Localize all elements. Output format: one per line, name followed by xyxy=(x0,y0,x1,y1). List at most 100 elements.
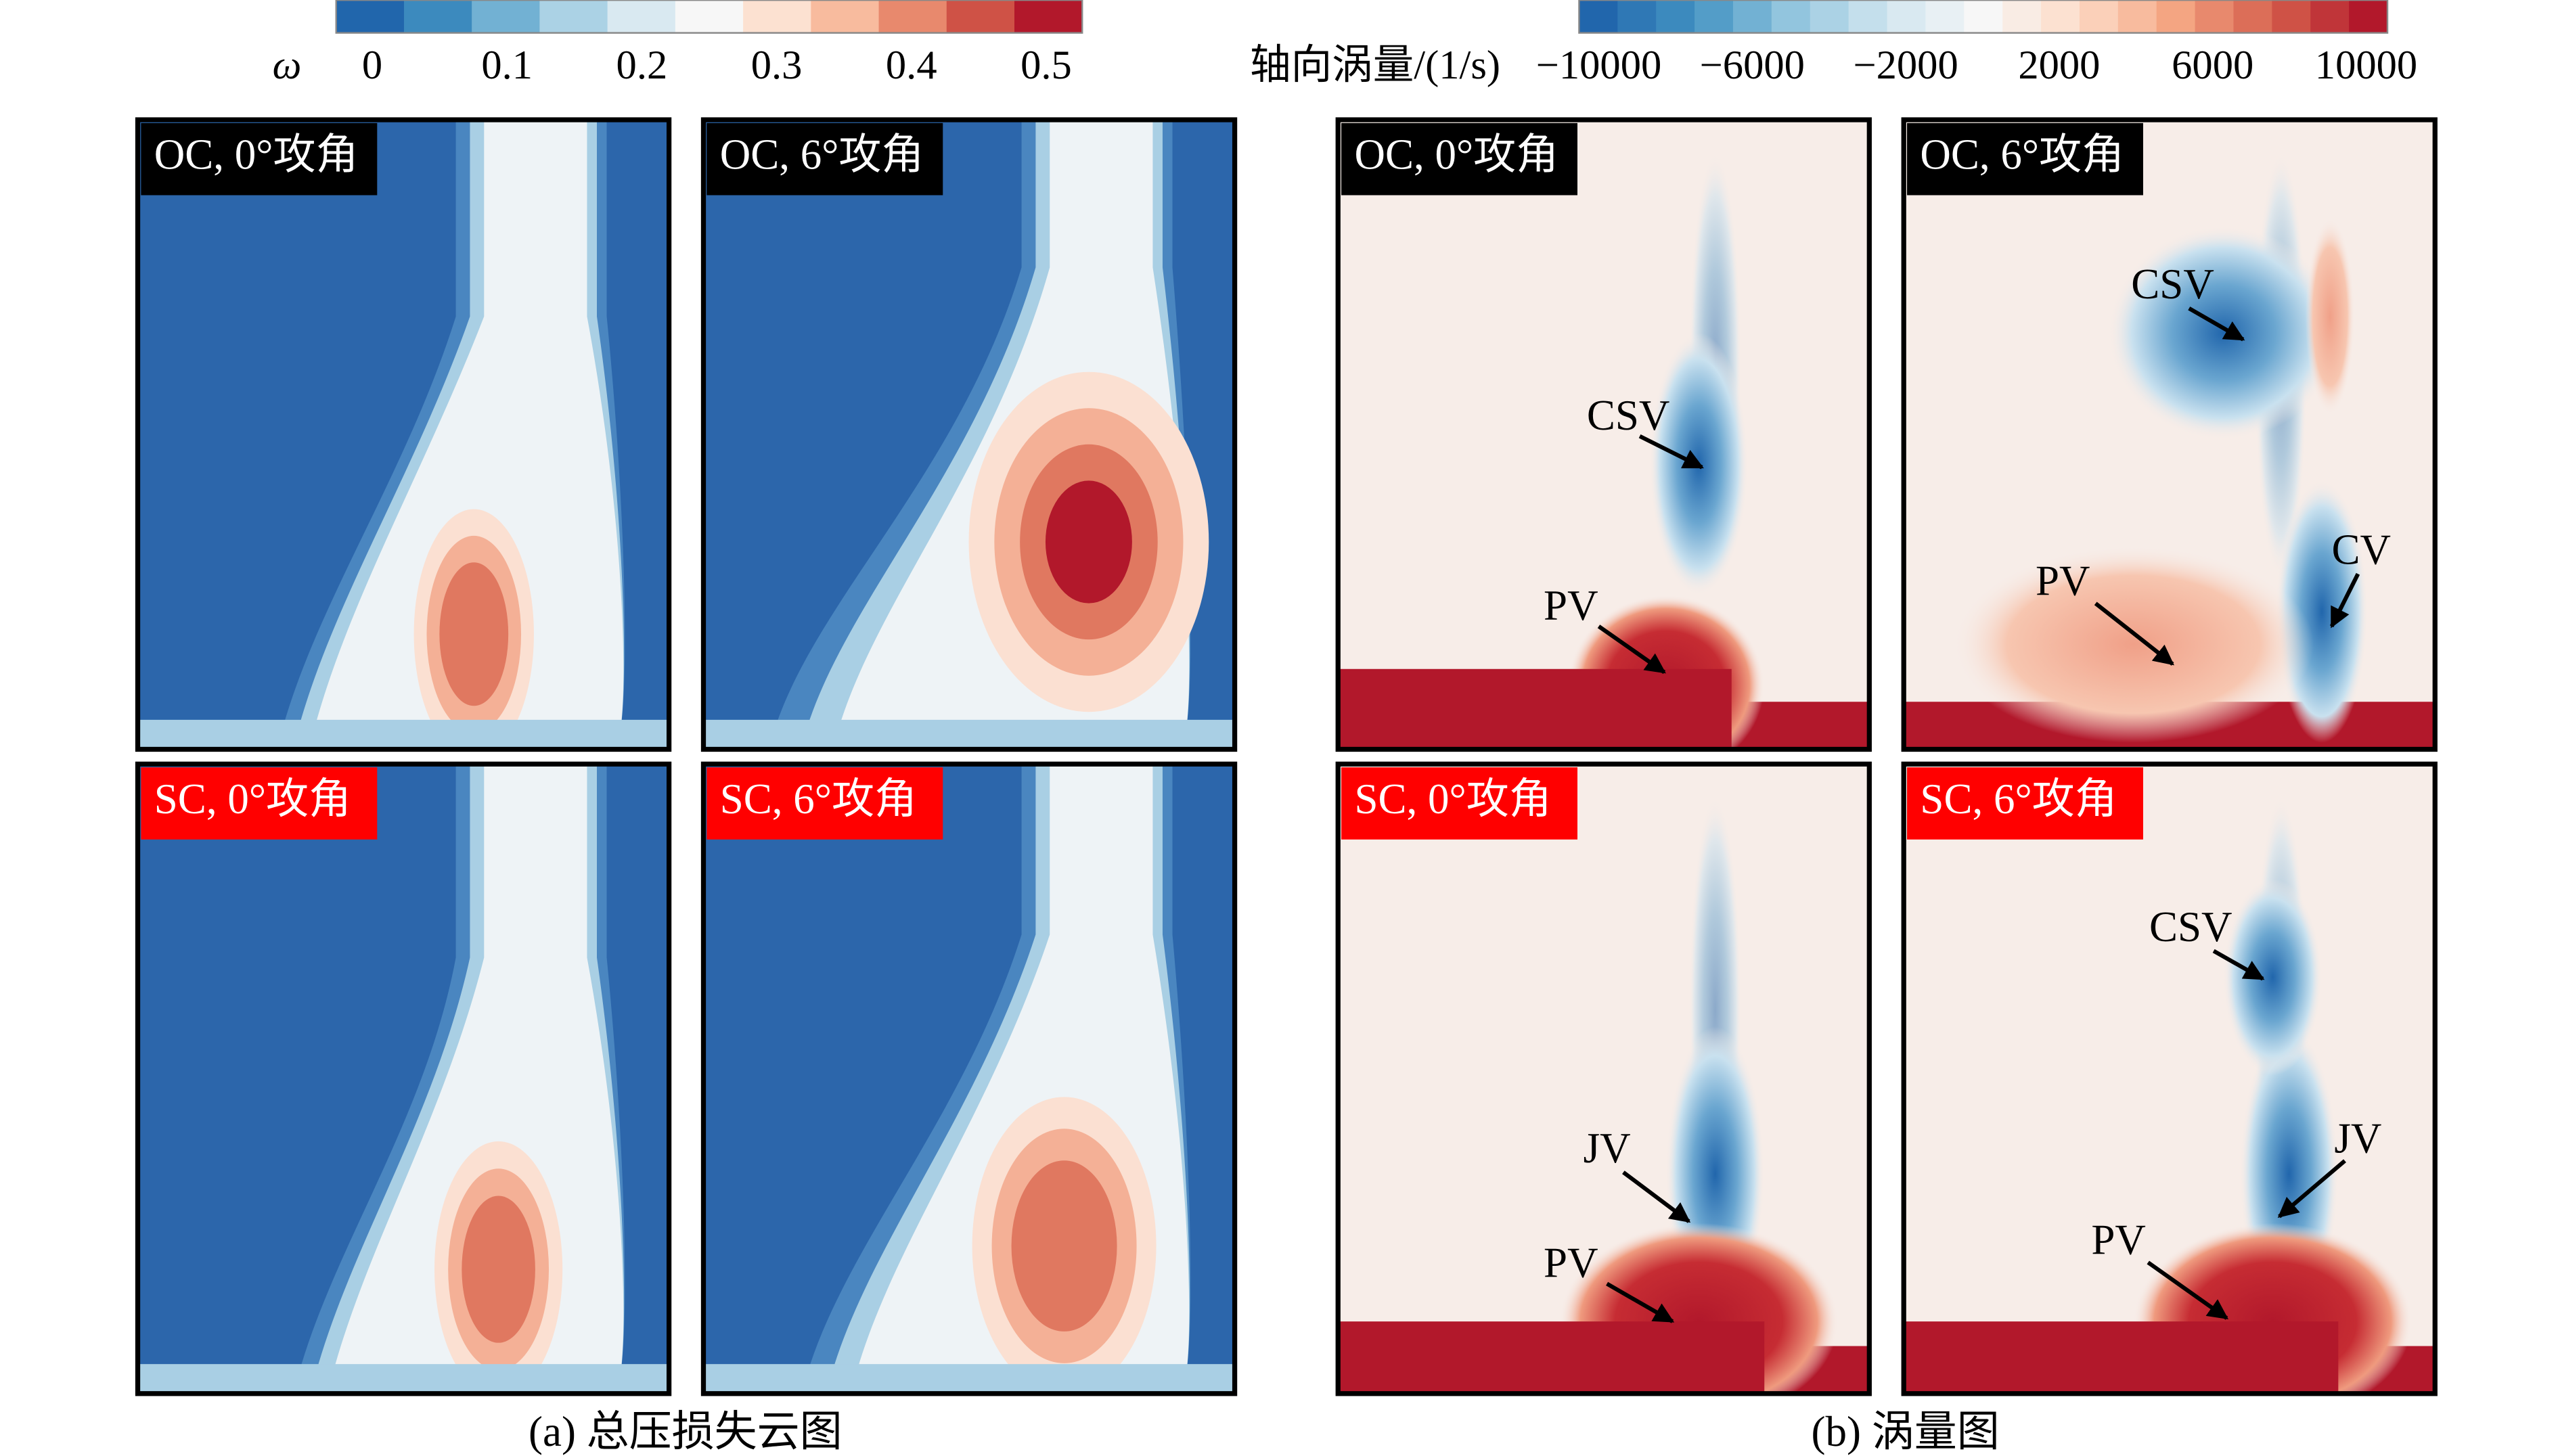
panel-frame xyxy=(1335,761,1872,1396)
panel-frame xyxy=(700,117,1238,752)
colorbar-segment xyxy=(1732,0,1772,33)
annotation: JV xyxy=(1584,1124,1631,1172)
vortex xyxy=(2305,218,2355,415)
colorbar-tick-label: 2000 xyxy=(2018,43,2100,88)
colorbar-segment xyxy=(403,0,472,33)
panel-frame xyxy=(700,761,1238,1396)
annotation-arrow xyxy=(2094,601,2174,666)
contour-field xyxy=(1904,120,2436,750)
panel-label: SC, 0°攻角 xyxy=(154,775,351,823)
annotation-arrow xyxy=(1597,624,1666,675)
annotation: CV xyxy=(2331,526,2391,574)
colorbar-segment xyxy=(1887,0,1927,33)
panel-label-box xyxy=(141,122,378,196)
colorbar-symbol: ω xyxy=(273,43,302,88)
annotation: PV xyxy=(2036,558,2090,605)
panel-frame xyxy=(135,117,672,752)
panel-label: OC, 0°攻角 xyxy=(1354,131,1558,179)
colorbar-segment xyxy=(946,0,1015,33)
annotation-arrow xyxy=(2277,1159,2346,1219)
colorbar-segment xyxy=(1771,0,1811,33)
colorbar-segment xyxy=(1656,0,1695,33)
colorbar-tick-label: 0 xyxy=(362,43,382,88)
colorbar-tick-label: −6000 xyxy=(1700,43,1805,88)
vortex xyxy=(1338,1321,1765,1394)
panel-frame xyxy=(1901,761,2438,1396)
colorbar-tick-label: 6000 xyxy=(2172,43,2253,88)
vortex xyxy=(2223,878,2323,1076)
colorbar-segment xyxy=(607,0,676,33)
colorbar-segment xyxy=(1925,0,1965,33)
panel-label-box xyxy=(706,122,943,196)
colorbar-tick-label: 0.3 xyxy=(751,43,803,88)
vortex xyxy=(2109,226,2339,440)
contour-field xyxy=(703,764,1235,1394)
contour-level xyxy=(1011,1160,1117,1332)
panel-label: OC, 0°攻角 xyxy=(154,131,359,179)
colorbar-title: 轴向涡量/(1/s) xyxy=(1250,43,1500,88)
contour-panel: SC, 6°攻角 xyxy=(700,761,1238,1396)
contour-panel: OC, 6°攻角 xyxy=(700,117,1238,752)
annotation: PV xyxy=(2091,1216,2146,1264)
contour-field xyxy=(137,764,669,1394)
colorbar-segment xyxy=(2195,0,2235,33)
panel-label: OC, 6°攻角 xyxy=(720,131,924,179)
panels: OC, 0°攻角 OC, 6°攻角 SC, 0°攻角 SC, 6°攻角 OC, 0°攻角… xyxy=(135,117,2438,1396)
contour-field xyxy=(1338,120,1870,750)
contour-field xyxy=(1904,764,2436,1394)
wall-band xyxy=(703,1364,1235,1394)
panel-label: SC, 6°攻角 xyxy=(1920,775,2117,823)
annotation: PV xyxy=(1544,582,1598,629)
colorbar-segment xyxy=(1695,0,1734,33)
panel-frame xyxy=(1901,117,2438,752)
panel-label: SC, 0°攻角 xyxy=(1354,775,1551,823)
contour-level xyxy=(462,1196,535,1343)
contour-panel: SC, 0°攻角 xyxy=(1335,761,1872,1396)
colorbar-segment xyxy=(1014,0,1083,33)
contour-field xyxy=(137,120,669,750)
colorbars: 0 0.1 0.2 0.3 0.4 0.5 −10000 −6000 −2000 2000 6000… xyxy=(335,0,2417,88)
colorbar-segment xyxy=(1964,0,2003,33)
colorbar-segment xyxy=(2272,0,2311,33)
contour-panel: SC, 0°攻角 xyxy=(135,761,672,1396)
annotation-arrow xyxy=(1622,1170,1691,1223)
annotation-arrow xyxy=(1638,434,1704,470)
vortex xyxy=(1904,1321,2339,1394)
colorbar-segment xyxy=(2002,0,2042,33)
contour-field xyxy=(703,120,1235,750)
caption: (a) 总压损失云图 xyxy=(529,1408,843,1455)
colorbar-tick-label: −2000 xyxy=(1853,43,1958,88)
wall-band xyxy=(137,1364,669,1394)
panel-label: OC, 6°攻角 xyxy=(1920,131,2124,179)
caption: (b) 涡量图 xyxy=(1812,1408,2000,1455)
colorbar-segment xyxy=(1579,0,1619,33)
colorbar-segment xyxy=(743,0,812,33)
colorbar-segment xyxy=(472,0,541,33)
colorbar-segment xyxy=(2156,0,2196,33)
colorbar-frame xyxy=(335,0,1083,34)
annotation-arrow xyxy=(2329,572,2360,629)
contour-panel: OC, 6°攻角 xyxy=(1901,117,2438,752)
colorbar-segment xyxy=(2041,0,2080,33)
contour-panel: OC, 0°攻角 xyxy=(1335,117,1872,752)
colorbar-segment xyxy=(336,0,405,33)
annotation: CSV xyxy=(2131,260,2214,308)
colorbar-segment xyxy=(811,0,880,33)
panel-label-box xyxy=(706,767,943,840)
vortex xyxy=(1952,546,2314,743)
colorbar-segment xyxy=(1848,0,1888,33)
annotation: CSV xyxy=(1587,392,1670,439)
colorbar-tick-label: 0.5 xyxy=(1020,43,1072,88)
colorbar-tick-label: 0.4 xyxy=(886,43,937,88)
annotation-arrow xyxy=(2188,306,2245,342)
annotation-arrow xyxy=(2212,949,2265,981)
contour-panel: OC, 0°攻角 xyxy=(135,117,672,752)
colorbar-tick-label: 0.2 xyxy=(616,43,668,88)
colorbar-segment xyxy=(2310,0,2350,33)
colorbar-segment xyxy=(1617,0,1657,33)
vortex xyxy=(1338,668,1732,750)
colorbar-frame xyxy=(1578,0,2389,34)
colorbar-segment xyxy=(2349,0,2388,33)
colorbar-tick-label: −10000 xyxy=(1536,43,1662,88)
contour-panel: SC, 6°攻角 xyxy=(1901,761,2438,1396)
